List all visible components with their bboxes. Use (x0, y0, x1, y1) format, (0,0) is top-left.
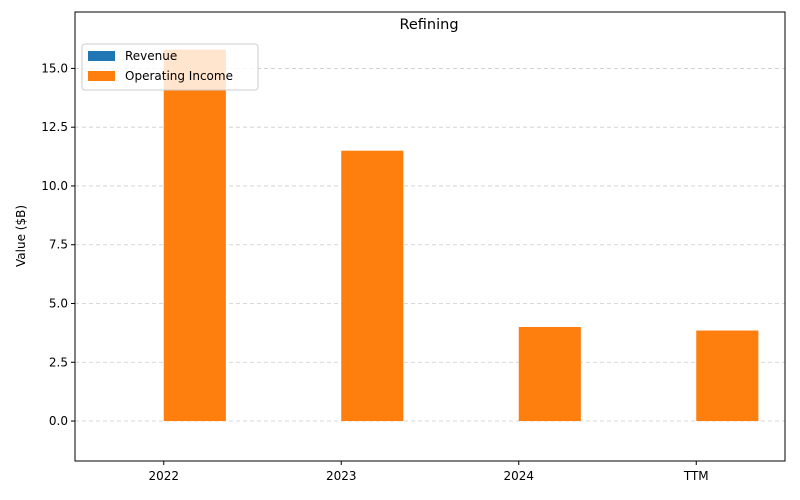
x-tick-label: 2024 (503, 469, 534, 483)
y-tick-label: 0.0 (49, 414, 68, 428)
bars (163, 49, 759, 422)
bar-operating-income-2022 (163, 49, 226, 422)
y-ticks: 0.0 2.5 5.0 7.5 10.0 12.5 15.0 (41, 61, 75, 428)
y-tick-label: 2.5 (49, 355, 68, 369)
x-tick-label: 2022 (148, 469, 179, 483)
x-tick-label: TTM (683, 469, 709, 483)
legend-label: Revenue (125, 49, 177, 63)
legend-swatch (88, 51, 115, 61)
chart-title: Refining (399, 17, 458, 33)
legend-box (81, 43, 259, 91)
grid-lines (75, 68, 785, 422)
legend-swatch (88, 71, 115, 81)
y-axis-label: Value ($B) (14, 205, 28, 267)
plot-frame (74, 11, 786, 462)
y-tick-label: 15.0 (41, 61, 68, 75)
y-tick-label: 5.0 (49, 296, 68, 310)
bar-operating-income-2023 (341, 150, 404, 422)
bar-operating-income-ttm (696, 330, 759, 422)
y-tick-label: 12.5 (41, 120, 68, 134)
legend: Revenue Operating Income (81, 43, 259, 91)
bar-operating-income-2024 (518, 327, 581, 422)
y-tick-label: 7.5 (49, 238, 68, 252)
x-tick-label: 2023 (326, 469, 357, 483)
legend-label: Operating Income (125, 69, 233, 83)
y-tick-label: 10.0 (41, 179, 68, 193)
x-ticks: 2022 2023 2024 TTM (148, 461, 709, 483)
